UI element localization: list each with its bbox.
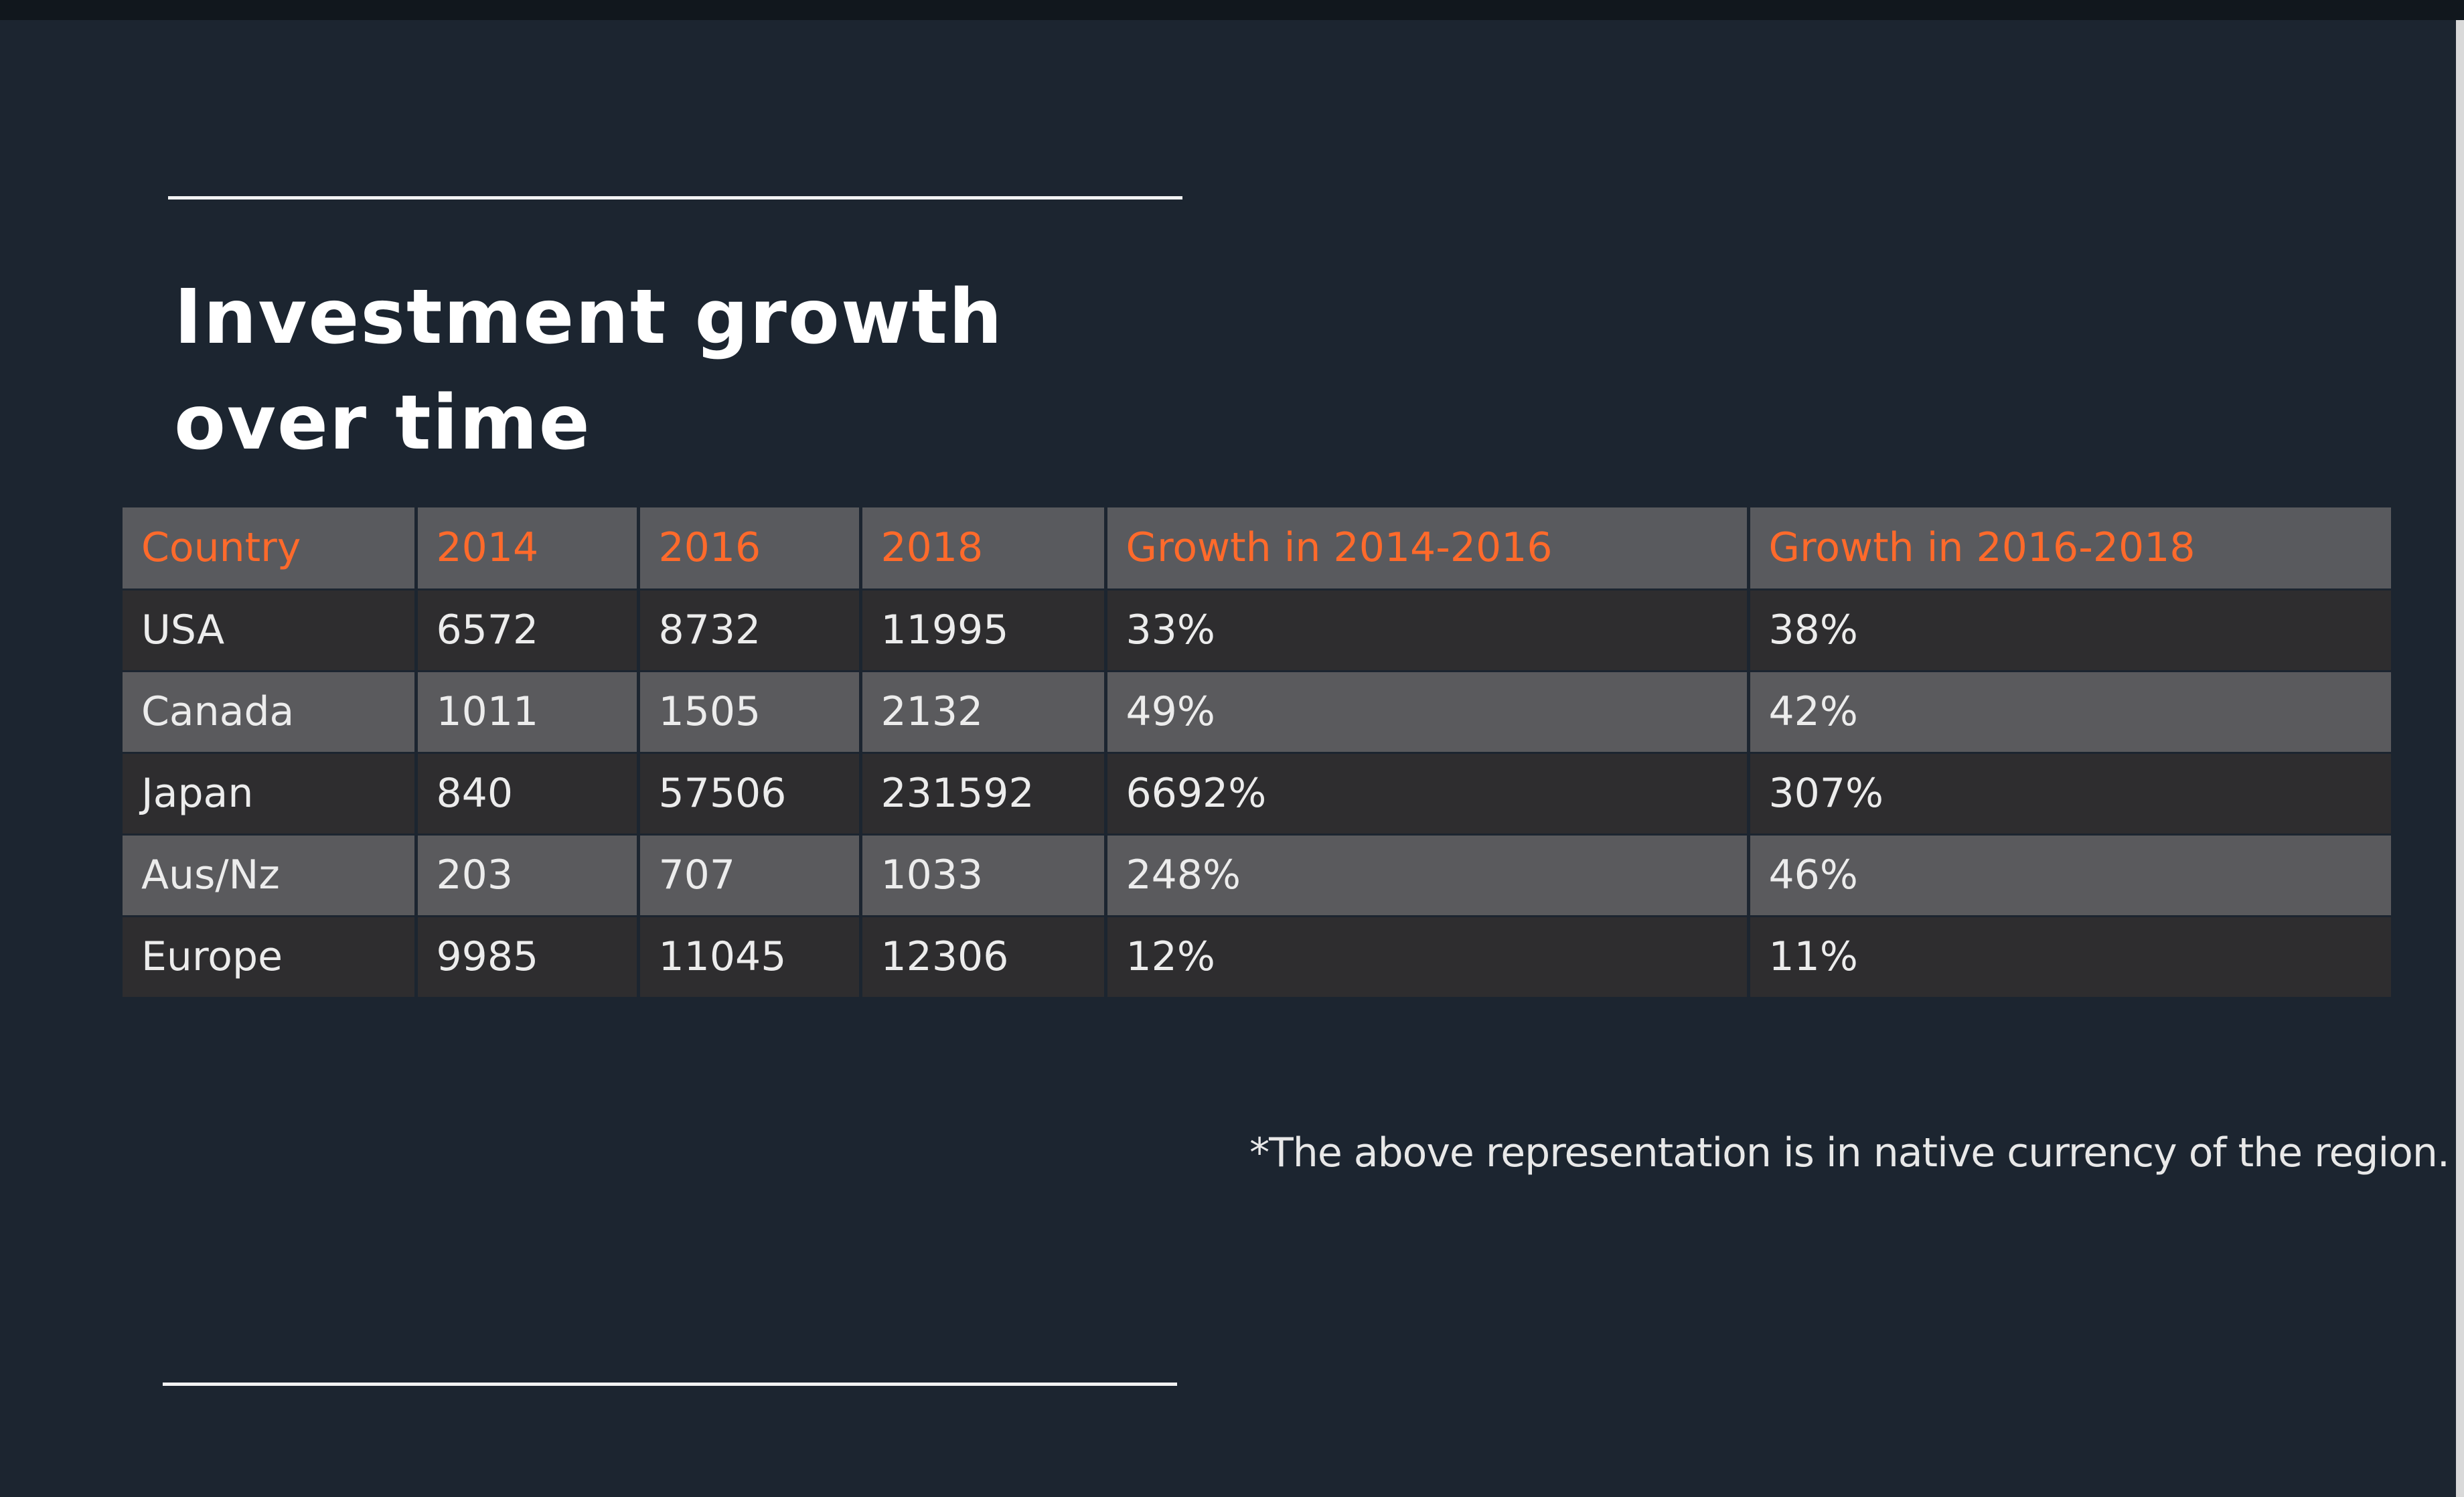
table-row: Canada 1011 1505 2132 49% 42% (123, 671, 2391, 754)
cell-growth-2014-2016: 49% (1105, 671, 1750, 754)
cell-2016: 707 (638, 834, 862, 917)
header-2018: 2018 (860, 507, 1107, 590)
header-country: Country (123, 507, 418, 590)
header-growth-2016-2018: Growth in 2016-2018 (1748, 507, 2391, 590)
cell-2016: 1505 (638, 671, 862, 754)
cell-2014: 203 (416, 834, 640, 917)
right-border (2456, 20, 2464, 1497)
cell-growth-2016-2018: 307% (1748, 753, 2391, 836)
header-2016: 2016 (638, 507, 862, 590)
table-row: Europe 9985 11045 12306 12% 11% (123, 916, 2391, 999)
cell-2016: 57506 (638, 753, 862, 836)
table-row: USA 6572 8732 11995 33% 38% (123, 589, 2391, 672)
cell-2014: 6572 (416, 589, 640, 672)
top-divider (168, 196, 1182, 200)
cell-growth-2016-2018: 11% (1748, 916, 2391, 999)
table-header-row: Country 2014 2016 2018 Growth in 2014-20… (123, 507, 2391, 590)
cell-2014: 840 (416, 753, 640, 836)
cell-growth-2016-2018: 38% (1748, 589, 2391, 672)
cell-growth-2014-2016: 12% (1105, 916, 1750, 999)
cell-growth-2014-2016: 6692% (1105, 753, 1750, 836)
cell-country: Europe (123, 916, 418, 999)
header-2014: 2014 (416, 507, 640, 590)
cell-2014: 9985 (416, 916, 640, 999)
top-border (0, 0, 2464, 20)
table-row: Aus/Nz 203 707 1033 248% 46% (123, 834, 2391, 917)
cell-2018: 231592 (860, 753, 1107, 836)
cell-2018: 12306 (860, 916, 1107, 999)
cell-2016: 8732 (638, 589, 862, 672)
cell-2018: 1033 (860, 834, 1107, 917)
cell-country: USA (123, 589, 418, 672)
cell-2018: 11995 (860, 589, 1107, 672)
cell-2014: 1011 (416, 671, 640, 754)
cell-growth-2014-2016: 248% (1105, 834, 1750, 917)
investment-table: Country 2014 2016 2018 Growth in 2014-20… (123, 507, 2391, 999)
cell-country: Aus/Nz (123, 834, 418, 917)
cell-growth-2016-2018: 42% (1748, 671, 2391, 754)
header-growth-2014-2016: Growth in 2014-2016 (1105, 507, 1750, 590)
cell-growth-2014-2016: 33% (1105, 589, 1750, 672)
cell-2016: 11045 (638, 916, 862, 999)
currency-footnote: *The above representation is in native c… (1249, 1129, 2450, 1176)
table-row: Japan 840 57506 231592 6692% 307% (123, 753, 2391, 836)
page-title: Investment growth over time (174, 274, 1004, 467)
bottom-divider (163, 1383, 1177, 1386)
cell-growth-2016-2018: 46% (1748, 834, 2391, 917)
cell-country: Japan (123, 753, 418, 836)
cell-2018: 2132 (860, 671, 1107, 754)
cell-country: Canada (123, 671, 418, 754)
